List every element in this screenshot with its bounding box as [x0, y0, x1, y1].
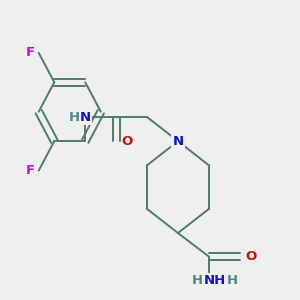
- Text: H: H: [68, 110, 80, 124]
- Text: H: H: [192, 274, 203, 286]
- Text: NH: NH: [204, 274, 226, 286]
- Text: N: N: [80, 110, 91, 124]
- Text: F: F: [26, 46, 35, 59]
- Text: F: F: [26, 164, 35, 177]
- Text: O: O: [122, 135, 133, 148]
- Text: N: N: [172, 135, 184, 148]
- Text: H: H: [226, 274, 237, 286]
- Text: O: O: [245, 250, 256, 263]
